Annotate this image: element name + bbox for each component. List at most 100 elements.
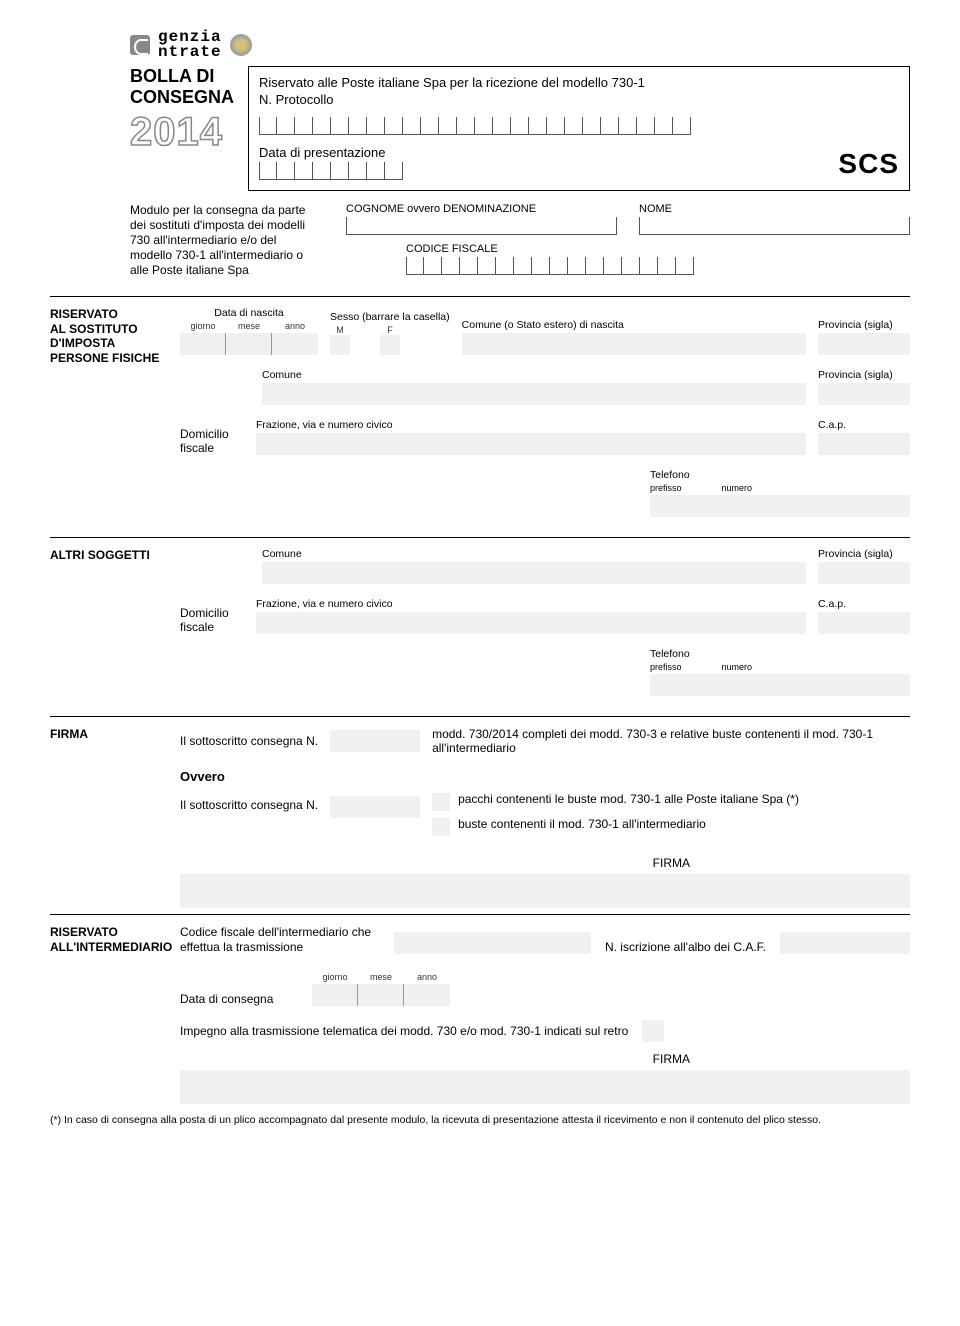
title-block: BOLLA DI CONSEGNA 2014	[130, 66, 234, 154]
data-nascita-label: Data di nascita	[180, 307, 318, 319]
as-telefono-label: Telefono	[650, 648, 910, 660]
check-pacchi-label: pacchi contenenti le buste mod. 730-1 al…	[458, 792, 799, 806]
interm-cf-label: Codice fiscale dell'intermediario che ef…	[180, 925, 380, 954]
interm-caf-label: N. iscrizione all'albo dei C.A.F.	[605, 940, 766, 954]
telefono-label: Telefono	[650, 469, 910, 481]
interm-caf-input[interactable]	[780, 932, 910, 954]
scs-mark: SCS	[838, 148, 899, 180]
footnote: (*) In caso di consegna alla posta di un…	[50, 1114, 910, 1127]
sesso-m-checkbox[interactable]	[330, 335, 350, 355]
data-consegna-input[interactable]: giorno mese anno	[312, 972, 450, 1006]
module-row: Modulo per la consegna da parte dei sost…	[50, 203, 910, 278]
s1l1: RISERVATO	[50, 307, 172, 321]
nome-input[interactable]	[639, 217, 910, 235]
as-prefisso-label: prefisso	[650, 662, 682, 672]
as-prov-input[interactable]	[818, 562, 910, 584]
page: genzia ntrate BOLLA DI CONSEGNA 2014 Ris…	[0, 0, 960, 1147]
dn-g: giorno	[190, 321, 215, 331]
sesso-f-label: F	[387, 325, 393, 335]
prov-nascita-input[interactable]	[818, 333, 910, 355]
domicilio-label: Domicilio fiscale	[180, 428, 244, 456]
prefisso-label: prefisso	[650, 483, 682, 493]
cf-input[interactable]	[406, 257, 910, 275]
as-comune-label: Comune	[262, 548, 806, 560]
agency-logo: genzia ntrate	[130, 30, 910, 60]
comune-label: Comune	[262, 369, 806, 381]
siL2: ALL'INTERMEDIARIO	[50, 940, 172, 954]
frazione-label: Frazione, via e numero civico	[256, 419, 806, 431]
s1l3: D'IMPOSTA	[50, 336, 172, 350]
cognome-label: COGNOME ovvero DENOMINAZIONE	[346, 203, 617, 215]
sesso-f-checkbox[interactable]	[380, 335, 400, 355]
impegno-checkbox[interactable]	[642, 1020, 664, 1042]
logo-text: genzia ntrate	[158, 30, 222, 60]
s1l2: AL SOSTITUTO	[50, 322, 172, 336]
prov-input[interactable]	[818, 383, 910, 405]
prov-nascita-label: Provincia (sigla)	[818, 319, 910, 331]
check-pacchi[interactable]	[432, 793, 450, 811]
ovvero-label: Ovvero	[180, 769, 910, 784]
section-sostituto-label: RISERVATO AL SOSTITUTO D'IMPOSTA PERSONE…	[50, 307, 180, 531]
as-cap-input[interactable]	[818, 612, 910, 634]
firma-line2a: Il sottoscritto consegna N.	[180, 792, 318, 812]
cap-label: C.a.p.	[818, 419, 910, 431]
emblem-icon	[230, 34, 252, 56]
title-year: 2014	[130, 110, 234, 155]
interm-cf-input[interactable]	[394, 932, 591, 954]
interm-firma-label: FIRMA	[180, 1052, 690, 1066]
module-description: Modulo per la consegna da parte dei sost…	[130, 203, 320, 278]
cf-label: CODICE FISCALE	[406, 243, 910, 255]
as-cap-label: C.a.p.	[818, 598, 910, 610]
logo-line2: ntrate	[158, 45, 222, 60]
footnote-text: In caso di consegna alla posta di un pli…	[64, 1114, 821, 1126]
protocol-box: Riservato alle Poste italiane Spa per la…	[248, 66, 910, 191]
sesso-m-label: M	[336, 325, 344, 335]
comune-input[interactable]	[262, 383, 806, 405]
as-telefono-input[interactable]	[650, 674, 910, 696]
cognome-input[interactable]	[346, 217, 617, 235]
data-nascita-input[interactable]: giorno mese anno	[180, 321, 318, 355]
cap-input[interactable]	[818, 433, 910, 455]
firma-n1-input[interactable]	[330, 730, 420, 752]
section-sostituto: RISERVATO AL SOSTITUTO D'IMPOSTA PERSONE…	[50, 296, 910, 531]
frazione-input[interactable]	[256, 433, 806, 455]
firma-field-input[interactable]	[180, 874, 910, 908]
comune-nascita-input[interactable]	[462, 333, 806, 355]
check-buste-label: buste contenenti il mod. 730-1 all'inter…	[458, 817, 706, 831]
logo-mark-icon	[130, 35, 150, 55]
as-comune-input[interactable]	[262, 562, 806, 584]
dc-m: mese	[370, 972, 392, 982]
as-frazione-input[interactable]	[256, 612, 806, 634]
comune-nascita-label: Comune (o Stato estero) di nascita	[462, 319, 806, 331]
presentation-date-label: Data di presentazione	[259, 145, 403, 160]
as-numero-label: numero	[722, 662, 753, 672]
firma-n2-input[interactable]	[330, 796, 420, 818]
dc-g: giorno	[322, 972, 347, 982]
firma-line1a: Il sottoscritto consegna N.	[180, 734, 318, 748]
interm-firma-input[interactable]	[180, 1070, 910, 1104]
check-buste[interactable]	[432, 818, 450, 836]
protocol-n-label: N. Protocollo	[259, 92, 333, 107]
section-intermediario: RISERVATO ALL'INTERMEDIARIO Codice fisca…	[50, 914, 910, 1104]
s1l4: PERSONE FISICHE	[50, 351, 172, 365]
section-altri-soggetti: ALTRI SOGGETTI Comune Provincia (sigla) …	[50, 537, 910, 710]
section-interm-label: RISERVATO ALL'INTERMEDIARIO	[50, 925, 180, 1104]
prov-label: Provincia (sigla)	[818, 369, 910, 381]
header-block: BOLLA DI CONSEGNA 2014 Riservato alle Po…	[130, 66, 910, 191]
dn-m: mese	[238, 321, 260, 331]
sesso-label: Sesso (barrare la casella)	[330, 311, 450, 323]
data-consegna-label: Data di consegna	[180, 992, 300, 1006]
section-altri-label: ALTRI SOGGETTI	[50, 548, 180, 710]
dc-a: anno	[417, 972, 437, 982]
presentation-date-input[interactable]	[259, 162, 403, 180]
nome-label: NOME	[639, 203, 910, 215]
title-line1: BOLLA DI	[130, 66, 234, 87]
protocol-number-input[interactable]	[259, 117, 899, 135]
section-firma: FIRMA Il sottoscritto consegna N. modd. …	[50, 716, 910, 908]
section-firma-label: FIRMA	[50, 727, 180, 908]
as-frazione-label: Frazione, via e numero civico	[256, 598, 806, 610]
siL1: RISERVATO	[50, 925, 172, 939]
firma-field-label: FIRMA	[180, 856, 690, 870]
as-domicilio-label: Domicilio fiscale	[180, 607, 244, 635]
telefono-input[interactable]	[650, 495, 910, 517]
